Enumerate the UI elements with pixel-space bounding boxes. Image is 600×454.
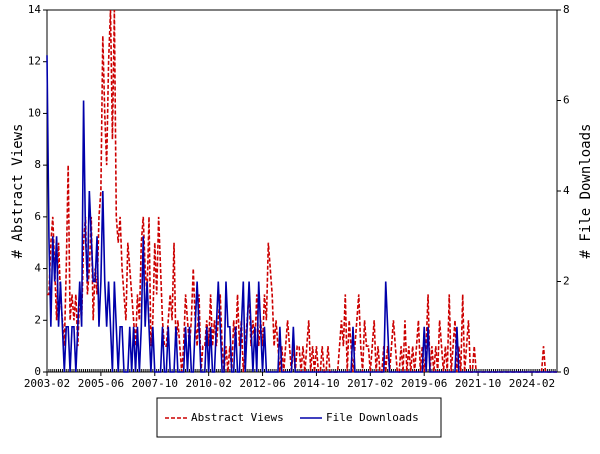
y2-tick-label: 2 (563, 275, 570, 288)
legend-box (156, 397, 442, 438)
legend-label: File Downloads (326, 411, 419, 424)
x-tick-label: 2021-10 (455, 377, 501, 390)
y-axis-label: # Abstract Views (10, 124, 26, 259)
y-tick-label: 4 (34, 262, 41, 275)
legend-label: Abstract Views (191, 411, 284, 424)
x-tick-label: 2012-06 (239, 377, 285, 390)
y2-tick-label: 8 (563, 3, 570, 16)
y-tick-label: 8 (34, 158, 41, 171)
x-tick-label: 2017-02 (347, 377, 393, 390)
x-tick-label: 2014-10 (293, 377, 339, 390)
x-tick-label: 2003-02 (24, 377, 70, 390)
x-tick-label: 2024-02 (509, 377, 555, 390)
y2-tick-label: 4 (563, 184, 570, 197)
series-line (47, 9, 557, 373)
x-tick-label: 2019-06 (401, 377, 447, 390)
x-tick-label: 2010-02 (185, 377, 231, 390)
y2-tick-label: 6 (563, 94, 570, 107)
x-tick-label: 2005-06 (78, 377, 124, 390)
x-tick-label: 2007-10 (132, 377, 178, 390)
y2-axis-label: # File Downloads (578, 124, 594, 259)
y-tick-label: 12 (28, 55, 41, 68)
series-line (46, 55, 557, 373)
y-tick-label: 6 (34, 210, 41, 223)
plot-frame (46, 9, 558, 373)
y-tick-label: 2 (34, 313, 41, 326)
y-tick-label: 14 (28, 3, 42, 16)
y2-tick-label: 0 (563, 365, 570, 378)
y-tick-label: 0 (34, 365, 41, 378)
y-tick-label: 10 (28, 106, 41, 119)
